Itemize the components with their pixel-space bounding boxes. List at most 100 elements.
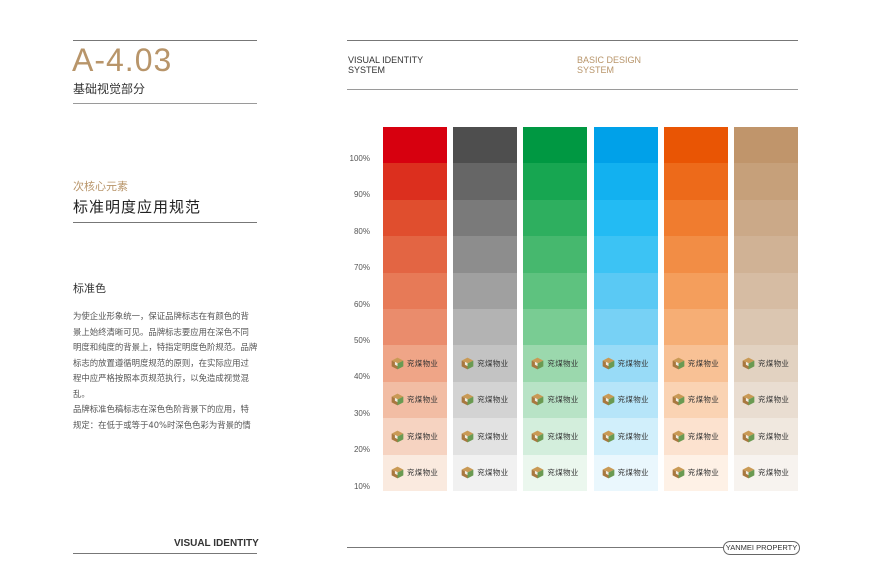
brand-logo-text: 兖煤物业 [477, 431, 509, 441]
header-left-line: VISUAL IDENTITY [348, 55, 424, 65]
brand-logo: 兖煤物业 [461, 466, 508, 480]
color-swatch [734, 308, 798, 346]
percent-label: 40% [353, 372, 370, 382]
brand-cube-icon [742, 430, 755, 442]
brand-cube-icon [532, 393, 544, 406]
brand-logo-text: 兖煤物业 [547, 358, 579, 368]
color-swatch [593, 163, 658, 200]
brand-logo: 兖煤物业 [672, 356, 719, 370]
color-swatch [734, 236, 798, 273]
brand-cube-icon [742, 393, 755, 406]
brand-logo-text: 兖煤物业 [407, 358, 439, 368]
color-swatch: 兖煤物业 [663, 345, 728, 382]
brand-logo-text: 兖煤物业 [687, 468, 719, 478]
color-swatch [734, 272, 798, 309]
color-swatch: 兖煤物业 [523, 381, 588, 419]
color-swatch [734, 199, 798, 237]
brand-cube-icon [391, 430, 404, 442]
color-swatch [734, 127, 798, 164]
page-code: A-4.03 [72, 42, 173, 78]
body-line: 明度和纯度的背景上，特指定明度色阶规范。品牌 [73, 342, 258, 352]
color-swatch: 兖煤物业 [663, 418, 728, 455]
swatch-column-gray: 兖煤物业 兖煤物业 兖煤物业 兖煤物业 [453, 127, 518, 491]
body-line: 乱。 [73, 388, 90, 399]
brand-logo-text: 兖煤物业 [617, 431, 649, 441]
color-swatch: 兖煤物业 [453, 454, 518, 491]
color-swatch: 兖煤物业 [453, 418, 518, 455]
brand-logo: 兖煤物业 [391, 466, 438, 480]
color-swatch [453, 163, 518, 200]
brand-logo-text: 兖煤物业 [758, 468, 790, 478]
swatch-column-orange: 兖煤物业 兖煤物业 兖煤物业 兖煤物业 [663, 127, 728, 491]
brand-logo-text: 兖煤物业 [617, 395, 649, 405]
brand-cube-icon [742, 357, 755, 370]
brand-logo-text: 兖煤物业 [547, 431, 579, 441]
body-line: 规定：在低于或等于40%时深色色彩为背景的情 [73, 419, 251, 430]
brand-cube-icon [391, 466, 404, 479]
color-swatch [383, 199, 447, 237]
brand-logo-text: 兖煤物业 [687, 431, 719, 441]
color-swatch [523, 163, 588, 200]
color-swatch [593, 127, 658, 164]
color-swatch: 兖煤物业 [383, 418, 447, 455]
body-line: 程中应严格按照本页规范执行，以免造成视觉混 [73, 373, 249, 383]
color-swatch [523, 199, 588, 237]
color-swatch [453, 127, 518, 164]
color-swatch: 兖煤物业 [593, 418, 658, 455]
brand-cube-icon [532, 357, 544, 370]
brand-logo-text: 兖煤物业 [477, 358, 509, 368]
header-basic-design: BASIC DESIGN SYSTEM [577, 55, 697, 75]
brand-logo: 兖煤物业 [602, 356, 649, 370]
color-swatch: 兖煤物业 [453, 381, 518, 419]
brand-logo: 兖煤物业 [391, 429, 438, 443]
section-rule [73, 222, 257, 223]
brand-cube-icon [391, 357, 404, 370]
brand-logo: 兖煤物业 [672, 466, 719, 480]
percent-label: 90% [353, 190, 370, 200]
brand-cube-icon [461, 357, 474, 370]
brand-logo-text: 兖煤物业 [617, 358, 649, 368]
brand-logo: 兖煤物业 [531, 429, 578, 443]
brand-logo-text: 兖煤物业 [687, 358, 719, 368]
header-left-line: SYSTEM [348, 65, 386, 75]
brand-cube-icon [672, 357, 685, 370]
color-swatch [593, 236, 658, 273]
color-swatch: 兖煤物业 [734, 345, 798, 382]
color-swatch [593, 272, 658, 309]
percent-label: 30% [353, 408, 370, 418]
brand-logo-text: 兖煤物业 [687, 395, 719, 405]
color-swatch: 兖煤物业 [523, 454, 588, 491]
brand-logo: 兖煤物业 [531, 356, 578, 370]
brand-logo-text: 兖煤物业 [477, 395, 509, 405]
color-swatch: 兖煤物业 [663, 454, 728, 491]
page-subtitle: 基础视觉部分 [73, 82, 146, 96]
color-swatch [383, 236, 447, 273]
color-swatch [663, 236, 728, 273]
color-swatch [523, 127, 588, 164]
brand-logo: 兖煤物业 [742, 393, 789, 407]
swatch-column-blue: 兖煤物业 兖煤物业 兖煤物业 兖煤物业 [593, 127, 658, 491]
color-swatch [593, 308, 658, 346]
subtitle-rule [73, 103, 257, 104]
percent-label: 10% [353, 481, 370, 491]
swatch-column-red: 兖煤物业 兖煤物业 兖煤物业 兖煤物业 [383, 127, 447, 491]
color-swatch [663, 199, 728, 237]
brand-logo: 兖煤物业 [461, 429, 508, 443]
brand-logo: 兖煤物业 [742, 466, 789, 480]
swatch-column-green: 兖煤物业 兖煤物业 兖煤物业 兖煤物业 [523, 127, 588, 491]
color-swatch: 兖煤物业 [593, 381, 658, 419]
brand-logo: 兖煤物业 [672, 393, 719, 407]
brand-logo: 兖煤物业 [672, 429, 719, 443]
header-right-line: BASIC DESIGN [577, 55, 642, 65]
brand-logo-text: 兖煤物业 [477, 468, 509, 478]
color-swatch: 兖煤物业 [383, 345, 447, 382]
footer-left-text: VISUAL IDENTITY [174, 538, 259, 549]
body-line: 标志的放置遵循明度规范的原则，在实际应用过 [73, 357, 249, 368]
brand-cube-icon [532, 430, 544, 442]
color-swatch [453, 272, 518, 309]
color-swatch [383, 127, 447, 164]
color-swatch: 兖煤物业 [383, 454, 447, 491]
section-label: 次核心元素 [73, 180, 128, 193]
body-line: 景上始终清晰可见。品牌标志要应用在深色不同 [73, 326, 249, 337]
top-left-rule [73, 40, 257, 41]
